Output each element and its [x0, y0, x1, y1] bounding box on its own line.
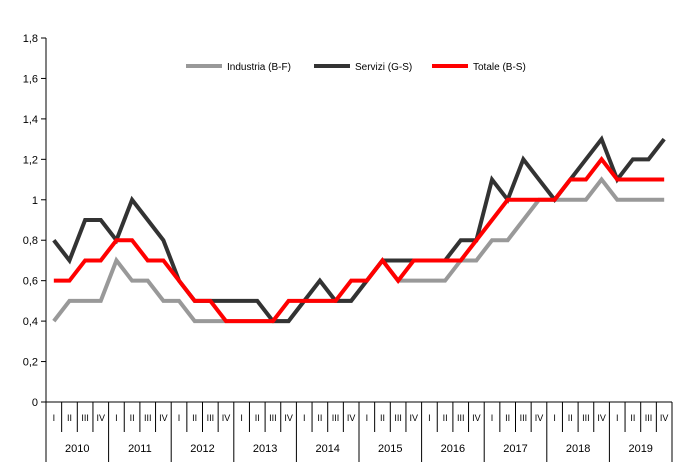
- quarter-label: II: [192, 413, 197, 423]
- y-tick-label: 1,6: [23, 73, 38, 85]
- y-tick-label: 1: [32, 195, 38, 207]
- y-tick-label: 0,4: [23, 316, 38, 328]
- quarter-label: III: [582, 413, 590, 423]
- legend-label: Servizi (G-S): [355, 62, 412, 73]
- quarter-label: III: [207, 413, 215, 423]
- quarter-label: I: [491, 413, 494, 423]
- legend: Industria (B-F) Servizi (G-S) Totale (B-S): [186, 62, 526, 73]
- quarter-label: I: [178, 413, 181, 423]
- year-label: 2013: [253, 443, 277, 455]
- quarter-label: II: [67, 413, 72, 423]
- x-axis: I II III IV I II III IV I II III IV I II III IV I II III IV…: [45, 401, 673, 462]
- quarter-label: I: [553, 413, 556, 423]
- quarter-label: IV: [660, 413, 669, 423]
- quarter-label: III: [269, 413, 277, 423]
- quarter-label: II: [630, 413, 635, 423]
- quarter-label: III: [457, 413, 465, 423]
- quarter-label: I: [115, 413, 118, 423]
- year-label: 2019: [628, 443, 652, 455]
- quarter-label: IV: [284, 413, 293, 423]
- quarter-label: II: [568, 413, 573, 423]
- quarter-label: IV: [347, 413, 356, 423]
- quarter-label: II: [317, 413, 322, 423]
- quarter-label: III: [645, 413, 653, 423]
- y-tick-label: 0,8: [23, 235, 38, 247]
- quarter-label: I: [303, 413, 306, 423]
- quarter-label: II: [130, 413, 135, 423]
- y-tick-label: 1,8: [23, 33, 38, 45]
- quarter-label: I: [428, 413, 431, 423]
- year-label: 2018: [566, 443, 590, 455]
- year-label: 2017: [503, 443, 527, 455]
- y-tick-label: 0: [32, 397, 38, 409]
- quarter-label: I: [240, 413, 243, 423]
- quarter-label: III: [394, 413, 402, 423]
- year-label: 2011: [128, 443, 152, 455]
- quarter-label: IV: [472, 413, 481, 423]
- quarter-label: II: [443, 413, 448, 423]
- y-axis: 0 0,2 0,4 0,6 0,8 1 1,2 1,4 1,6 1,8: [23, 33, 47, 409]
- year-label: 2012: [190, 443, 214, 455]
- quarter-label: IV: [222, 413, 231, 423]
- series-line-servizi-g-s: [52, 135, 666, 324]
- legend-label: Totale (B-S): [473, 62, 526, 73]
- quarter-label: II: [380, 413, 385, 423]
- quarter-label: I: [366, 413, 369, 423]
- y-tick-label: 0,6: [23, 276, 38, 288]
- quarter-label: III: [332, 413, 340, 423]
- quarter-label: III: [520, 413, 528, 423]
- quarter-label: IV: [97, 413, 106, 423]
- quarter-label: III: [144, 413, 152, 423]
- y-tick-label: 0,2: [23, 357, 38, 369]
- year-label: 2015: [378, 443, 402, 455]
- series-lines: [52, 135, 666, 324]
- quarter-label: II: [255, 413, 260, 423]
- quarter-label: III: [81, 413, 89, 423]
- legend-label: Industria (B-F): [227, 62, 291, 73]
- y-tick-label: 1,2: [23, 154, 38, 166]
- year-label: 2014: [315, 443, 339, 455]
- quarter-label: II: [505, 413, 510, 423]
- quarter-label: IV: [159, 413, 168, 423]
- series-line-totale-b-s: [53, 156, 665, 324]
- series-line-industria-b-f: [52, 176, 665, 324]
- year-label: 2016: [441, 443, 465, 455]
- quarter-label: IV: [597, 413, 606, 423]
- quarter-label: I: [616, 413, 619, 423]
- quarter-label: IV: [410, 413, 419, 423]
- y-tick-label: 1,4: [23, 114, 38, 126]
- year-label: 2010: [65, 443, 89, 455]
- quarter-label: IV: [535, 413, 544, 423]
- quarter-label: I: [53, 413, 56, 423]
